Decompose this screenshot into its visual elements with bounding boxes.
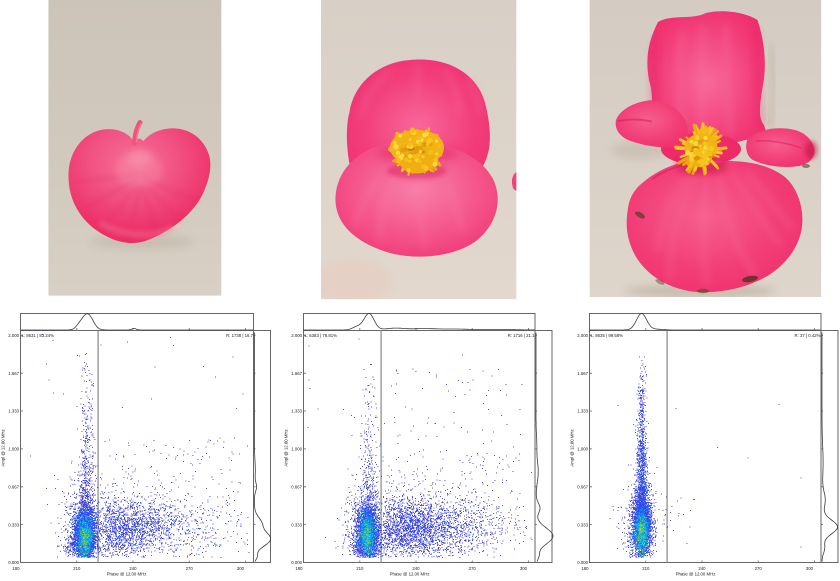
- svg-text:0.000: 0.000: [577, 560, 588, 565]
- svg-text:270: 270: [755, 566, 763, 571]
- svg-text:R: 37 | 0.42%: R: 37 | 0.42%: [795, 333, 821, 338]
- svg-text:2.000: 2.000: [8, 333, 19, 338]
- svg-text:0.000: 0.000: [8, 560, 19, 565]
- svg-text:Ampl @ 12.00 MHz: Ampl @ 12.00 MHz: [284, 429, 289, 466]
- svg-text:Phase @ 12.00 MHz: Phase @ 12.00 MHz: [676, 572, 716, 577]
- svg-text:L: 8631 | 83.24%: L: 8631 | 83.24%: [22, 333, 55, 338]
- svg-text:0.000: 0.000: [291, 560, 302, 565]
- svg-text:1.000: 1.000: [291, 447, 302, 452]
- svg-text:270: 270: [469, 566, 477, 571]
- svg-text:0.333: 0.333: [291, 522, 302, 527]
- svg-text:180: 180: [581, 566, 589, 571]
- svg-text:Phase @ 12.00 MHz: Phase @ 12.00 MHz: [107, 572, 147, 577]
- svg-text:0.667: 0.667: [577, 485, 588, 490]
- svg-text:210: 210: [642, 566, 650, 571]
- svg-text:Ampl @ 12.00 MHz: Ampl @ 12.00 MHz: [570, 429, 575, 466]
- svg-text:L: 6383 | 78.81%: L: 6383 | 78.81%: [305, 333, 338, 338]
- svg-text:180: 180: [12, 566, 20, 571]
- svg-text:Phase @ 12.00 MHz: Phase @ 12.00 MHz: [390, 572, 430, 577]
- svg-text:R: 1738 | 16.7: R: 1738 | 16.7: [226, 333, 254, 338]
- svg-text:180: 180: [295, 566, 303, 571]
- svg-text:300: 300: [520, 566, 528, 571]
- svg-text:210: 210: [356, 566, 364, 571]
- svg-text:1.000: 1.000: [8, 447, 19, 452]
- svg-text:300: 300: [237, 566, 245, 571]
- svg-text:1.667: 1.667: [577, 371, 588, 376]
- svg-text:210: 210: [73, 566, 81, 571]
- svg-text:2.000: 2.000: [577, 333, 588, 338]
- svg-text:300: 300: [806, 566, 814, 571]
- svg-text:1.667: 1.667: [291, 371, 302, 376]
- svg-text:R: 1716 | 21.1: R: 1716 | 21.1: [508, 333, 536, 338]
- svg-text:1.333: 1.333: [8, 409, 19, 414]
- svg-text:0.667: 0.667: [291, 485, 302, 490]
- svg-text:1.333: 1.333: [577, 409, 588, 414]
- svg-text:1.000: 1.000: [577, 447, 588, 452]
- svg-text:270: 270: [186, 566, 194, 571]
- svg-text:0.667: 0.667: [8, 485, 19, 490]
- svg-text:1.667: 1.667: [8, 371, 19, 376]
- svg-text:2.000: 2.000: [291, 333, 302, 338]
- svg-text:1.333: 1.333: [291, 409, 302, 414]
- svg-text:0.333: 0.333: [8, 522, 19, 527]
- svg-text:240: 240: [412, 566, 420, 571]
- svg-text:240: 240: [698, 566, 706, 571]
- svg-text:0.333: 0.333: [577, 522, 588, 527]
- svg-text:Ampl @ 12.00 MHz: Ampl @ 12.00 MHz: [1, 429, 6, 466]
- svg-text:L: 8635 | 99.58%: L: 8635 | 99.58%: [591, 333, 624, 338]
- svg-text:240: 240: [129, 566, 137, 571]
